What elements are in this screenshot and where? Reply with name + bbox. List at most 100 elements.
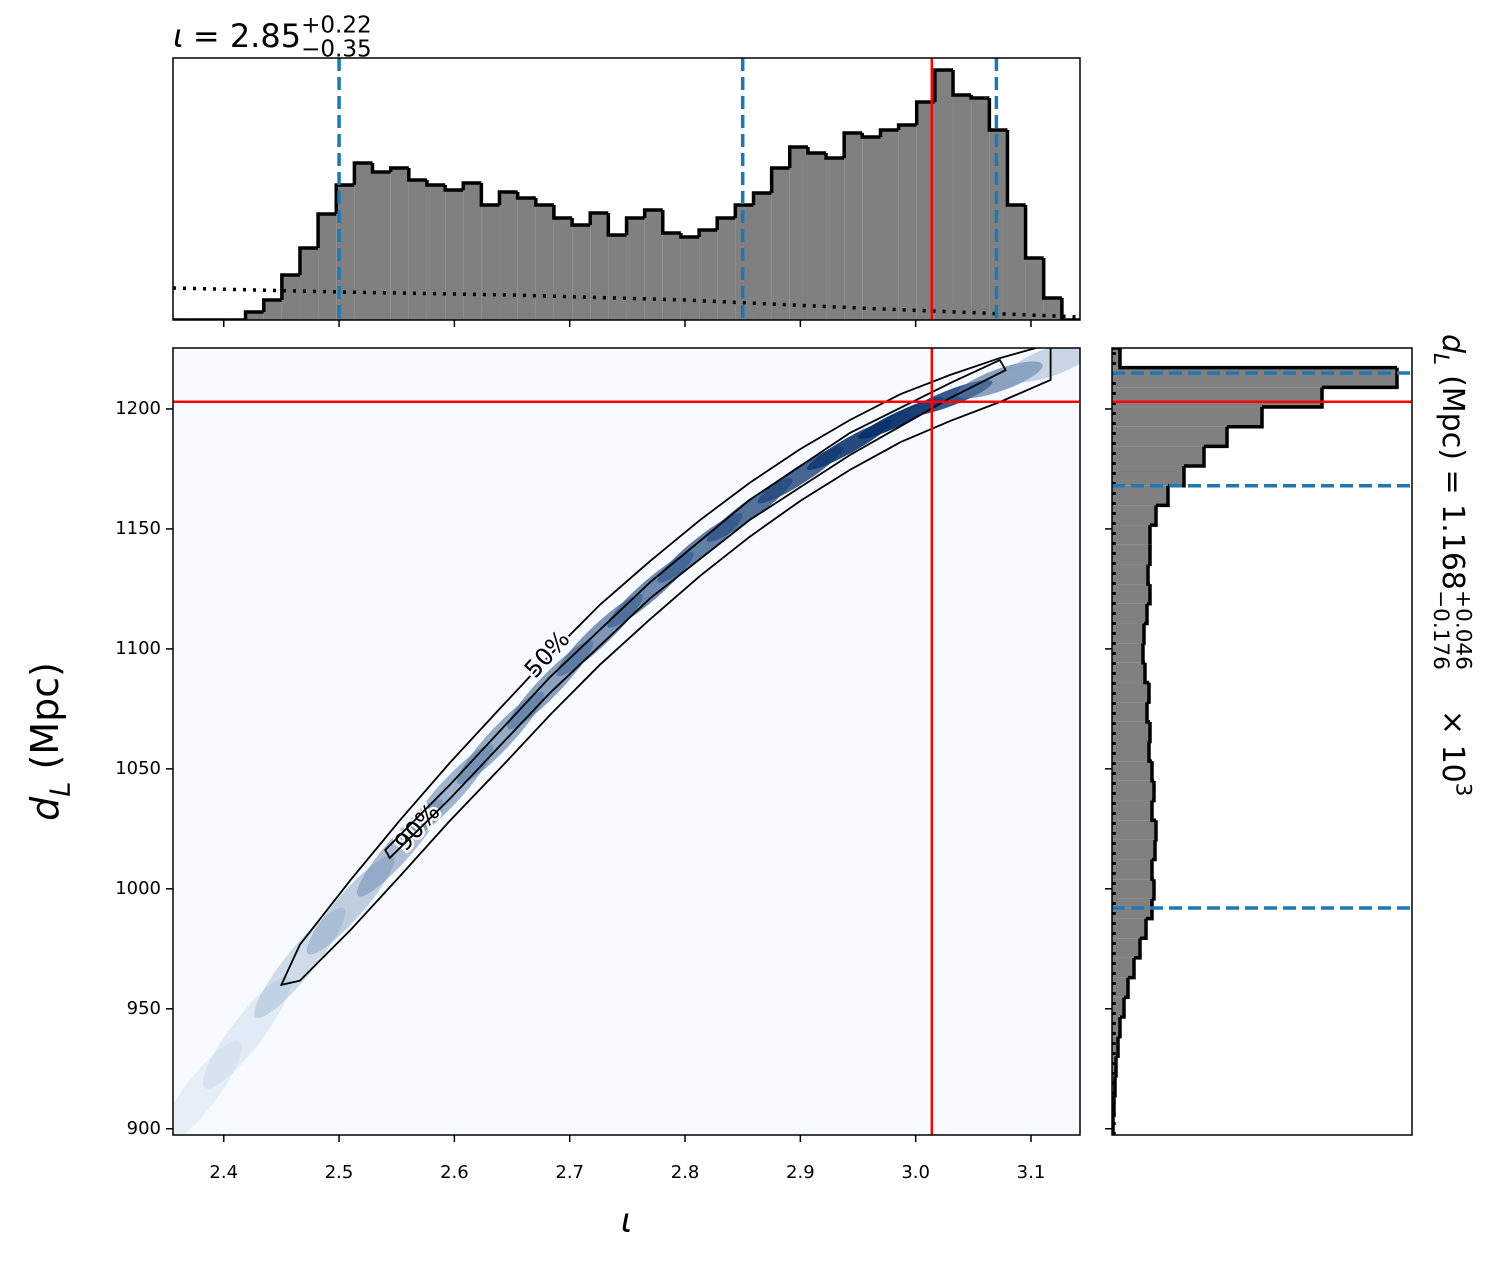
bar-outline: [969, 95, 990, 100]
bar: [463, 183, 482, 320]
density-cell: [202, 976, 291, 1089]
panel-frame: [172, 57, 1081, 321]
bar-outline: [588, 211, 609, 225]
bar: [771, 168, 790, 320]
bar-outline: [262, 298, 282, 312]
bar: [1112, 505, 1156, 526]
bar-outline: [751, 191, 772, 205]
x-tick-label: 2.4: [209, 1162, 238, 1183]
density-cell: [254, 907, 346, 1018]
bar: [717, 218, 736, 320]
bar: [807, 153, 827, 320]
bar-outline: [1148, 721, 1152, 744]
bar-outline: [552, 205, 573, 220]
axis-title: dL (Mpc) = 1.168+0.046−0.176 × 103: [1428, 334, 1476, 797]
title-text: d: [23, 796, 67, 821]
bar: [971, 98, 990, 320]
bar-outline: [515, 192, 536, 200]
title-text: = 2.85: [193, 17, 301, 55]
bar-outline: [1154, 820, 1158, 842]
bar-outline: [570, 218, 591, 227]
bar: [699, 230, 718, 320]
bar: [989, 130, 1008, 320]
bar: [1112, 544, 1150, 565]
y-tick-label: 1100: [115, 638, 161, 659]
bar: [1025, 258, 1044, 320]
y-tick-label: 900: [127, 1118, 161, 1139]
prior-line: [173, 286, 1080, 319]
bar: [880, 130, 899, 320]
bar: [735, 205, 754, 320]
bar: [499, 192, 518, 320]
bar: [862, 137, 881, 320]
bar-outline: [461, 181, 482, 190]
bar-outline: [352, 161, 373, 185]
bar: [1112, 466, 1184, 486]
title-text: ι: [173, 17, 184, 55]
bar-outline: [642, 208, 663, 218]
bar-outline: [425, 180, 446, 187]
bar-outline: [1116, 1036, 1120, 1059]
title-text: L: [1428, 353, 1453, 365]
bar-outline: [1150, 505, 1158, 527]
bar: [372, 172, 391, 320]
bar: [844, 133, 863, 320]
bar-outline: [1156, 485, 1170, 508]
bar-outline: [1005, 130, 1026, 207]
bar: [662, 233, 681, 320]
x-tick-label: 2.9: [786, 1162, 815, 1183]
bar-outline: [1140, 918, 1148, 940]
bar: [1112, 1056, 1116, 1076]
bar-outline: [1204, 426, 1229, 449]
y-tick-label: 950: [127, 998, 161, 1019]
bar: [1007, 205, 1026, 320]
title-text: 3: [1451, 783, 1476, 797]
bar: [1112, 741, 1149, 762]
bar: [916, 102, 935, 320]
bar-outline: [1118, 1016, 1122, 1039]
bar-outline: [280, 273, 300, 300]
side-title: dL (Mpc) = 1.168+0.046−0.176 × 103: [1428, 334, 1476, 797]
bar: [1112, 348, 1120, 368]
bar-outline: [443, 185, 464, 192]
bar-outline: [1150, 859, 1154, 881]
bar-outline: [497, 190, 518, 205]
x-tick-label: 2.5: [325, 1162, 354, 1183]
bar: [953, 95, 972, 320]
bar: [281, 275, 300, 320]
bar: [299, 248, 319, 320]
bar-outline: [1227, 407, 1264, 429]
bar: [753, 193, 772, 320]
bar-outline: [787, 145, 808, 168]
contour: [384, 358, 1007, 860]
bar-outline: [1262, 387, 1324, 409]
bar: [1112, 918, 1146, 939]
bar: [1112, 800, 1152, 821]
bar-outline: [1150, 800, 1156, 822]
bar-outline: [1128, 957, 1136, 980]
bar: [1112, 702, 1147, 722]
x-tick-label: 2.6: [440, 1162, 469, 1183]
bar: [1043, 298, 1062, 320]
y-title: dL (Mpc): [23, 662, 76, 821]
bar-outline: [715, 216, 736, 230]
bar: [1112, 820, 1156, 840]
bar-outline: [1120, 997, 1126, 1019]
bar-outline: [1145, 702, 1150, 724]
bar: [336, 185, 355, 320]
bar: [590, 213, 609, 320]
bar-outline: [243, 310, 264, 320]
bar: [680, 237, 700, 320]
bar: [1112, 564, 1148, 585]
density-cell: [957, 361, 1043, 399]
bar-outline: [606, 213, 627, 237]
bar: [1112, 584, 1150, 604]
bar-outline: [534, 198, 554, 207]
bar-outline: [1142, 623, 1146, 645]
bar-outline: [842, 131, 863, 158]
bar: [1112, 879, 1154, 899]
axis-title: ι: [621, 1201, 633, 1241]
bar: [481, 205, 500, 320]
bar: [445, 190, 464, 320]
